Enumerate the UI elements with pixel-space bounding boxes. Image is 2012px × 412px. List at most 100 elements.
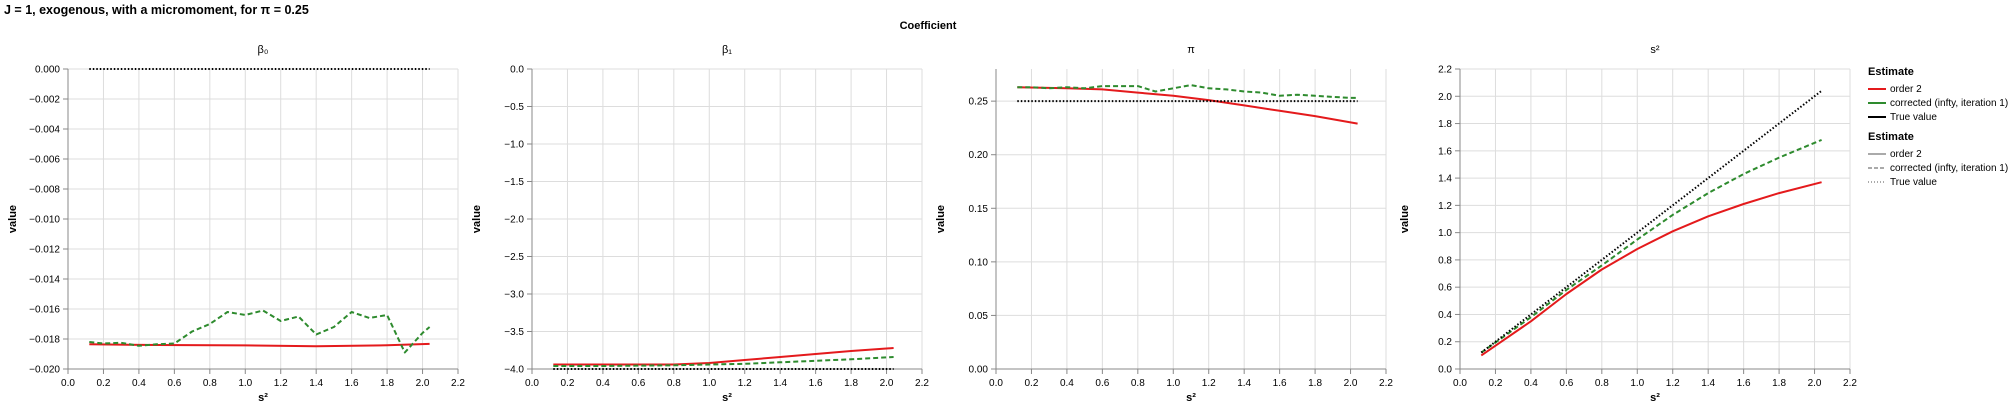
y-tick-label: 0.0 bbox=[510, 65, 524, 76]
legend-swatch bbox=[1868, 88, 1886, 90]
legend-item-true-value-style: True value bbox=[1868, 175, 2012, 189]
x-tick-label: 0.8 bbox=[203, 378, 217, 389]
x-tick-label: 1.2 bbox=[738, 378, 752, 389]
x-tick-label: 1.4 bbox=[309, 378, 323, 389]
x-tick-label: 2.2 bbox=[451, 378, 465, 389]
y-tick-label: 0.6 bbox=[1438, 283, 1452, 294]
legend-label: corrected (infty, iteration 1) bbox=[1890, 162, 2009, 174]
legend-group-linestyle: Estimate order 2 corrected (infty, itera… bbox=[1868, 131, 2012, 189]
y-tick-label: −3.0 bbox=[504, 290, 524, 301]
x-axis-title: s² bbox=[258, 392, 268, 404]
x-tick-label: 1.8 bbox=[380, 378, 394, 389]
x-tick-label: 2.0 bbox=[880, 378, 894, 389]
y-axis-title: value bbox=[1399, 205, 1411, 233]
y-tick-label: −0.008 bbox=[29, 185, 60, 196]
y-tick-label: −0.004 bbox=[29, 125, 60, 136]
y-axis-title: value bbox=[935, 205, 947, 233]
x-tick-label: 0.6 bbox=[1095, 378, 1109, 389]
y-tick-label: 1.2 bbox=[1438, 201, 1452, 212]
x-tick-label: 0.2 bbox=[1489, 378, 1503, 389]
x-tick-label: 0.6 bbox=[631, 378, 645, 389]
x-tick-label: 0.0 bbox=[525, 378, 539, 389]
legend-swatch bbox=[1868, 167, 1886, 169]
series-order-2 bbox=[553, 347, 894, 366]
y-tick-label: −0.006 bbox=[29, 155, 60, 166]
x-tick-label: 1.0 bbox=[238, 378, 252, 389]
x-tick-label: 1.4 bbox=[1237, 378, 1251, 389]
x-tick-label: 1.6 bbox=[1273, 378, 1287, 389]
panel-title: β₁ bbox=[722, 44, 732, 56]
x-tick-label: 0.6 bbox=[167, 378, 181, 389]
x-axis-title: s² bbox=[722, 392, 732, 404]
x-axis-title: s² bbox=[1186, 392, 1196, 404]
x-tick-label: 0.2 bbox=[1025, 378, 1039, 389]
legend-label: order 2 bbox=[1890, 148, 1922, 160]
x-tick-label: 0.4 bbox=[1524, 378, 1538, 389]
y-tick-label: 0.00 bbox=[969, 365, 989, 376]
x-tick-label: 2.2 bbox=[1843, 378, 1857, 389]
legend-title: Estimate bbox=[1868, 131, 1914, 143]
y-tick-label: 0.10 bbox=[969, 257, 989, 268]
y-tick-label: −0.5 bbox=[504, 102, 524, 113]
panel-title: β₀ bbox=[258, 44, 269, 56]
legend-label: corrected (infty, iteration 1) bbox=[1890, 97, 2009, 109]
y-tick-label: −3.5 bbox=[504, 327, 524, 338]
legend-item-corrected-style: corrected (infty, iteration 1) bbox=[1868, 161, 2012, 175]
x-tick-label: 0.4 bbox=[1060, 378, 1074, 389]
x-tick-label: 0.2 bbox=[561, 378, 575, 389]
y-tick-label: 2.2 bbox=[1438, 65, 1452, 76]
x-tick-label: 0.8 bbox=[1595, 378, 1609, 389]
y-tick-label: 1.4 bbox=[1438, 174, 1452, 185]
y-tick-label: −0.018 bbox=[29, 335, 60, 346]
y-tick-label: 0.15 bbox=[969, 204, 989, 215]
y-axis-title: value bbox=[471, 205, 483, 233]
x-tick-label: 0.0 bbox=[61, 378, 75, 389]
legend-group-color: Estimate order 2 corrected (infty, itera… bbox=[1868, 66, 2012, 124]
y-tick-label: −4.0 bbox=[504, 365, 524, 376]
x-tick-label: 1.2 bbox=[1666, 378, 1680, 389]
y-tick-label: −0.010 bbox=[29, 215, 60, 226]
series-corrected-infty-iteration-1 bbox=[89, 309, 431, 354]
legend-label: order 2 bbox=[1890, 83, 1922, 95]
y-tick-label: −1.5 bbox=[504, 177, 524, 188]
x-tick-label: 2.0 bbox=[1344, 378, 1358, 389]
x-tick-label: 0.6 bbox=[1559, 378, 1573, 389]
y-tick-label: −0.002 bbox=[29, 95, 60, 106]
y-tick-label: 0.000 bbox=[35, 65, 60, 76]
legend-swatch bbox=[1868, 116, 1886, 118]
series-true-value bbox=[1480, 90, 1823, 354]
y-tick-label: 1.0 bbox=[1438, 228, 1452, 239]
y-tick-label: −0.014 bbox=[29, 275, 60, 286]
x-tick-label: 1.0 bbox=[1630, 378, 1644, 389]
x-tick-label: 0.2 bbox=[97, 378, 111, 389]
y-tick-label: 0.20 bbox=[969, 150, 989, 161]
x-tick-label: 2.0 bbox=[416, 378, 430, 389]
x-tick-label: 1.2 bbox=[274, 378, 288, 389]
series-corrected-infty-iteration-1 bbox=[553, 356, 894, 367]
y-tick-label: 0.8 bbox=[1438, 255, 1452, 266]
y-tick-label: 1.6 bbox=[1438, 146, 1452, 157]
x-tick-label: 1.0 bbox=[702, 378, 716, 389]
y-tick-label: 0.05 bbox=[969, 311, 989, 322]
legend-item-true-value: True value bbox=[1868, 110, 2012, 124]
panel-title: s² bbox=[1650, 44, 1660, 56]
legend-item-corrected: corrected (infty, iteration 1) bbox=[1868, 96, 2012, 110]
y-axis-title: value bbox=[7, 205, 19, 233]
x-tick-label: 0.8 bbox=[1131, 378, 1145, 389]
legend-item-order2-style: order 2 bbox=[1868, 147, 2012, 161]
figure-title: J = 1, exogenous, with a micromoment, fo… bbox=[4, 3, 309, 17]
y-tick-label: −0.020 bbox=[29, 365, 60, 376]
y-tick-label: −2.5 bbox=[504, 252, 524, 263]
x-axis-title: s² bbox=[1650, 392, 1660, 404]
series-order-2 bbox=[1480, 181, 1822, 357]
series-corrected-infty-iteration-1 bbox=[1480, 138, 1822, 354]
x-tick-label: 0.8 bbox=[667, 378, 681, 389]
column-header: Coefficient bbox=[899, 20, 957, 32]
x-tick-label: 1.2 bbox=[1202, 378, 1216, 389]
legend-swatch bbox=[1868, 153, 1886, 155]
legend-title: Estimate bbox=[1868, 66, 1914, 78]
